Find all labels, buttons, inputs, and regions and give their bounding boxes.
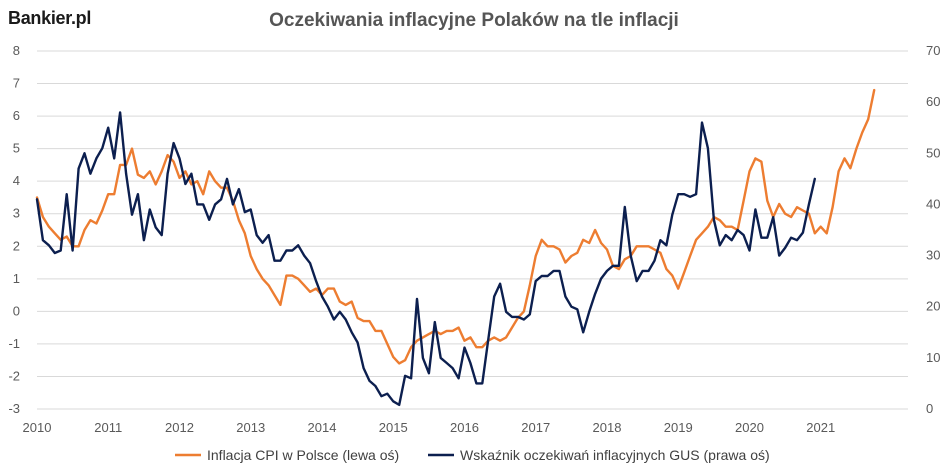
x-tick-label: 2017 <box>521 420 550 435</box>
x-axis-ticks: 2010 2011 2012 2013 2014 2015 2016 2017 2018 2019… <box>23 420 836 435</box>
left-tick-label: 3 <box>13 206 20 221</box>
x-tick-label: 2021 <box>806 420 835 435</box>
left-tick-label: 1 <box>13 271 20 286</box>
left-tick-label: 7 <box>13 76 20 91</box>
chart-title: Oczekiwania inflacyjne Polaków na tle in… <box>269 10 679 31</box>
bankier-logo: Bankier.pl <box>8 8 92 28</box>
gridlines <box>37 50 908 410</box>
x-tick-label: 2011 <box>94 420 122 435</box>
x-tick-label: 2013 <box>236 420 265 435</box>
x-tick-label: 2010 <box>23 420 52 435</box>
right-axis-ticks: 0 10 20 30 40 50 60 70 <box>926 43 940 416</box>
legend-label: Wskaźnik oczekiwań inflacyjnych GUS (pra… <box>460 447 770 463</box>
x-tick-label: 2012 <box>165 420 194 435</box>
x-tick-label: 2015 <box>379 420 408 435</box>
x-tick-label: 2018 <box>593 420 622 435</box>
x-tick-label: 2016 <box>450 420 479 435</box>
left-tick-label: 8 <box>13 43 20 58</box>
left-tick-label: 2 <box>13 238 20 253</box>
left-tick-label: -2 <box>8 368 20 383</box>
right-tick-label: 60 <box>926 94 940 109</box>
legend: Inflacja CPI w Polsce (lewa oś) Wskaźnik … <box>175 447 770 463</box>
left-tick-label: -1 <box>8 336 20 351</box>
right-tick-label: 20 <box>926 299 940 314</box>
legend-label: Inflacja CPI w Polsce (lewa oś) <box>207 447 399 463</box>
series-lines <box>35 88 876 407</box>
right-tick-label: 0 <box>926 401 933 416</box>
left-tick-label: 5 <box>13 141 20 156</box>
left-tick-label: -3 <box>8 401 20 416</box>
right-tick-label: 30 <box>926 248 940 263</box>
gus-series-line <box>35 111 816 407</box>
left-axis-ticks: -3 -2 -1 0 1 2 3 4 5 6 7 8 <box>8 43 20 416</box>
right-tick-label: 40 <box>926 196 940 211</box>
right-tick-label: 70 <box>926 43 940 58</box>
left-tick-label: 0 <box>13 303 20 318</box>
x-tick-label: 2020 <box>735 420 764 435</box>
left-tick-label: 4 <box>13 173 20 188</box>
left-tick-label: 6 <box>13 108 20 123</box>
x-tick-label: 2019 <box>664 420 693 435</box>
right-tick-label: 50 <box>926 145 940 160</box>
right-tick-label: 10 <box>926 350 940 365</box>
cpi-series-line <box>35 88 876 365</box>
x-tick-label: 2014 <box>308 420 337 435</box>
